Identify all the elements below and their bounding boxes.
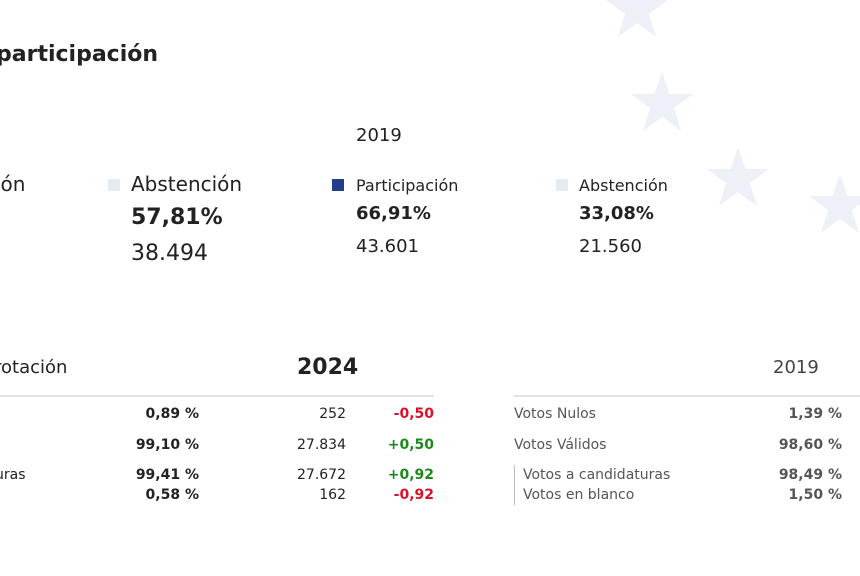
row-percent: 98,60 % [778, 437, 842, 453]
divider-2019 [514, 395, 860, 397]
sub-rows-bracket [514, 465, 515, 505]
star-icon [707, 147, 769, 206]
abstention-2024-label: Abstención [131, 172, 243, 196]
row-percent: 98,49 % [778, 467, 842, 483]
participation-legend-swatch [332, 179, 344, 191]
participation-2019-count: 43.601 [356, 236, 419, 257]
divider-2024 [0, 395, 434, 397]
row-diff: -0,50 [393, 406, 434, 422]
row-percent: 99,10 % [135, 437, 199, 453]
year-2019-label: 2019 [356, 125, 402, 146]
star-icon [606, 0, 668, 37]
row-percent: 1,50 % [788, 487, 842, 503]
row-label: uras [0, 467, 26, 483]
row-diff: -0,92 [393, 487, 434, 503]
participation-2019-label: Participación [356, 176, 459, 195]
row-count: 27.834 [297, 437, 346, 453]
row-percent: 99,41 % [135, 467, 199, 483]
row-diff: +0,50 [387, 437, 434, 453]
row-diff: +0,92 [387, 467, 434, 483]
votes-section-title: rotación [0, 357, 68, 378]
abstention-2024-percent: 57,81% [131, 205, 223, 230]
abstention-legend-swatch [108, 179, 120, 191]
row-label: Votos Válidos [514, 437, 607, 453]
row-label: Votos a candidaturas [523, 467, 671, 483]
row-percent: 0,89 % [145, 406, 199, 422]
participation-2019-percent: 66,91% [356, 203, 431, 224]
abstention-legend-swatch [556, 179, 568, 191]
row-count: 252 [319, 406, 346, 422]
abstention-2019-label: Abstención [579, 176, 668, 195]
row-label: Votos Nulos [514, 406, 596, 422]
row-percent: 1,39 % [788, 406, 842, 422]
votes-year-2024: 2024 [297, 355, 359, 380]
abstention-2019-percent: 33,08% [579, 203, 654, 224]
star-icon [809, 174, 860, 233]
star-icon [631, 72, 693, 131]
section-title: participación [0, 42, 159, 67]
row-count: 162 [319, 487, 346, 503]
row-count: 27.672 [297, 467, 346, 483]
row-label: Votos en blanco [523, 487, 635, 503]
votes-year-2019: 2019 [773, 357, 819, 378]
participation-2024-label: ión [0, 172, 26, 196]
abstention-2019-count: 21.560 [579, 236, 642, 257]
row-percent: 0,58 % [145, 487, 199, 503]
abstention-2024-count: 38.494 [131, 241, 208, 266]
